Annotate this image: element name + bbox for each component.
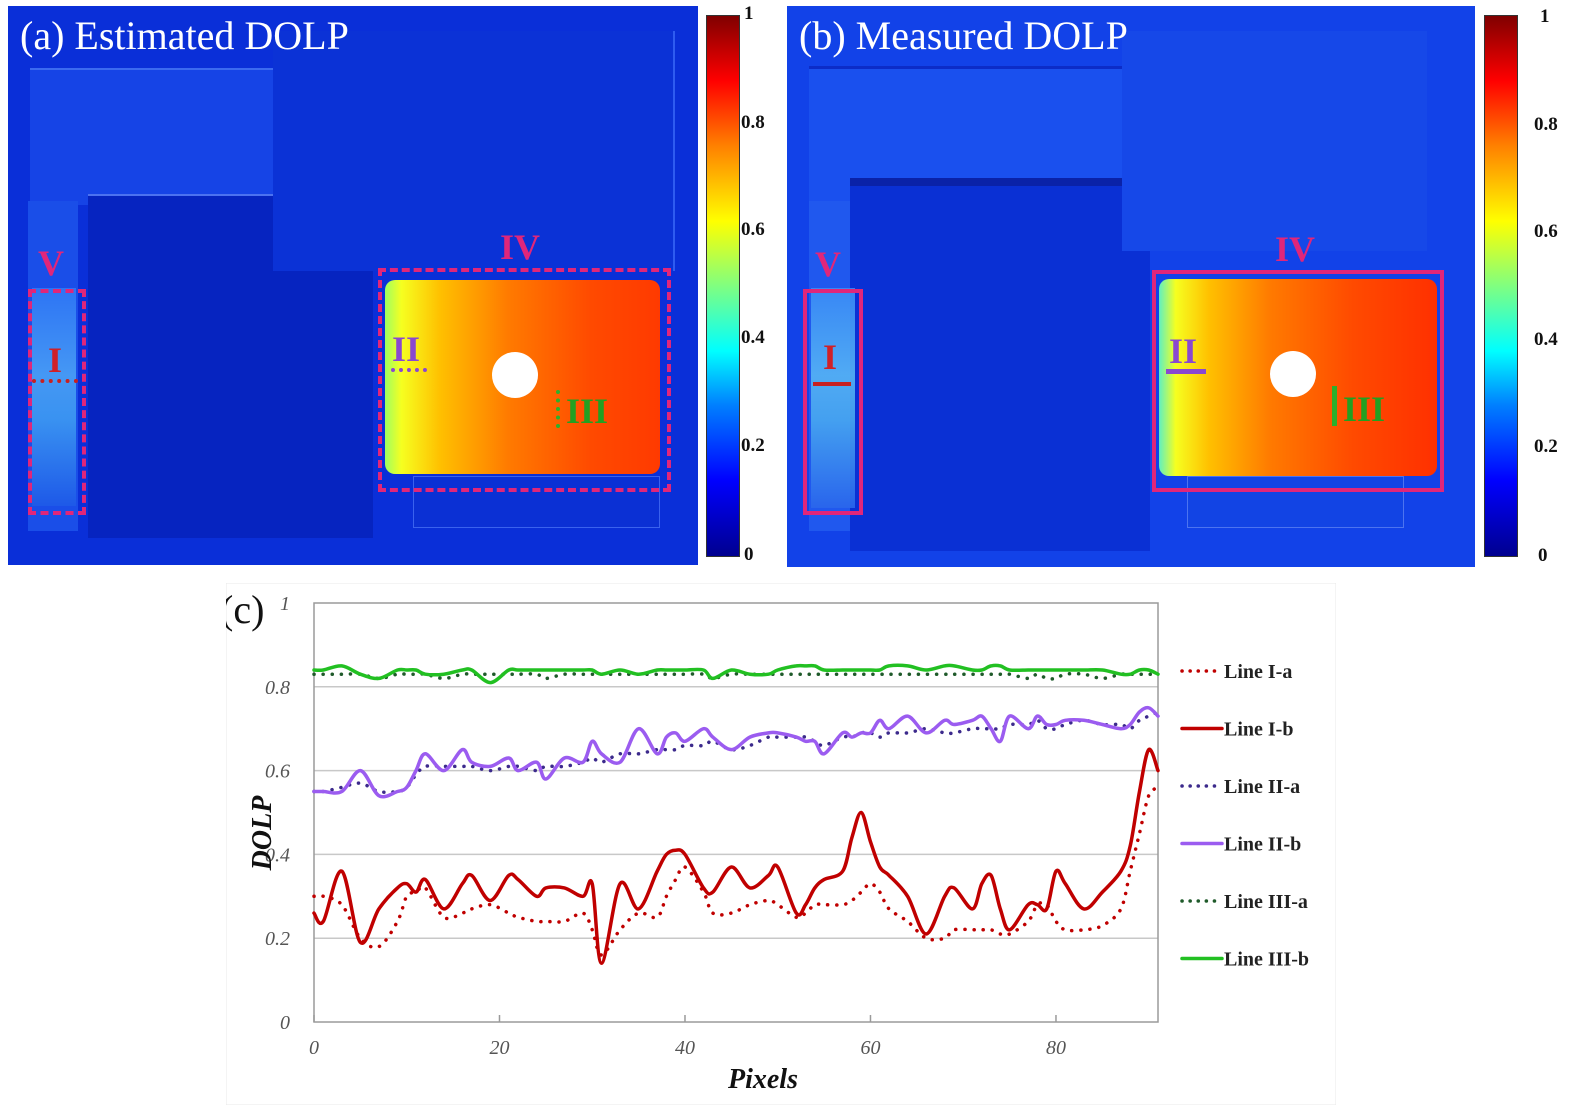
colorbar-a (706, 15, 740, 557)
panel-b-measured-dolp: V I IV II III (b) Measured DOLP (787, 6, 1475, 567)
region-IV-box (1152, 270, 1444, 492)
panel-b-title: (b) Measured DOLP (799, 13, 1128, 58)
colorbar-a-tick-0.4: 0.4 (741, 327, 765, 348)
series-line-line-ii-b (312, 705, 1160, 799)
region-label-II: II (1169, 331, 1198, 371)
axis-layer: 0 0.2 0.4 0.6 0.8 1 0 20 40 60 80 (265, 593, 1159, 1059)
series-layer (312, 663, 1160, 966)
legend-item-line-ii-a: Line II-a (1180, 776, 1300, 798)
scene-object-upper-right-board (273, 31, 675, 271)
region-label-I: I (823, 337, 838, 377)
legend-item-line-iii-b: Line III-b (1180, 949, 1309, 971)
line-III-marker-dotted (556, 390, 560, 428)
x-tick-label: 80 (1046, 1037, 1066, 1059)
line-III-marker-solid (1332, 386, 1337, 426)
colorbar-a-tick-0: 0 (744, 544, 754, 565)
region-V-noisy-area (32, 288, 76, 506)
region-V-noisy-area (811, 288, 855, 508)
y-axis-label: DOLP (247, 795, 278, 872)
colorbar-b-tick-0.4: 0.4 (1534, 329, 1558, 350)
colorbar-b (1484, 15, 1518, 557)
legend-item-line-ii-b: Line II-b (1180, 834, 1301, 856)
colorbar-b-tick-0: 0 (1538, 545, 1548, 566)
colorbar-b-tick-0.2: 0.2 (1534, 436, 1558, 457)
legend-label: Line III-b (1224, 949, 1309, 971)
colorbar-a-tick-1: 1 (744, 3, 754, 24)
colorbar-a-tick-0.2: 0.2 (741, 435, 765, 456)
plot-area-border (313, 602, 1159, 1023)
region-label-I: I (48, 340, 63, 380)
region-label-V: V (38, 243, 64, 283)
legend: Line I-a Line I-b Line II-a Line II-b Line I… (1180, 661, 1309, 971)
legend-label: Line I-a (1224, 661, 1292, 683)
legend-label: Line II-a (1224, 776, 1300, 798)
x-tick-label: 20 (489, 1037, 509, 1059)
x-tick-label: 60 (860, 1037, 880, 1059)
colorbar-b-tick-0.8: 0.8 (1534, 114, 1558, 135)
y-tick-label: 0.6 (265, 761, 290, 783)
legend-item-line-i-a: Line I-a (1180, 661, 1292, 683)
chart-panel-label: (c) (226, 587, 264, 632)
colorbar-b-tick-1: 1 (1540, 6, 1550, 27)
legend-label: Line I-b (1224, 719, 1293, 741)
white-disc (492, 352, 538, 398)
x-axis-label: Pixels (727, 1064, 798, 1095)
series-line-line-iii-b (312, 663, 1160, 685)
colorbar-a-tick-0.8: 0.8 (741, 112, 765, 133)
colorbar-a-tick-0.6: 0.6 (741, 219, 765, 240)
grid-layer (314, 686, 1158, 939)
panel-a-title: (a) Estimated DOLP (20, 13, 349, 58)
region-label-IV: IV (500, 227, 541, 267)
region-label-III: III (566, 391, 609, 431)
legend-item-line-iii-a: Line III-a (1180, 891, 1308, 913)
scene-object-upper-right-board (1122, 31, 1427, 251)
panel-a-estimated-dolp: V I IV II III (a) Estimated DOLP (8, 6, 698, 565)
line-I-marker-dotted (32, 379, 78, 383)
region-IV-box (378, 268, 671, 492)
y-tick-label: 0.8 (265, 677, 290, 699)
line-II-marker-dotted (391, 368, 427, 372)
chart-frame (225, 582, 1337, 1106)
region-label-IV: IV (1275, 229, 1316, 269)
line-II-marker-solid (1166, 369, 1206, 374)
series-line-line-i-b (312, 747, 1160, 966)
legend-item-line-i-b: Line I-b (1180, 719, 1293, 741)
scene-object-center-board (850, 178, 1150, 551)
legend-label: Line III-a (1224, 891, 1308, 913)
legend-label: Line II-b (1224, 834, 1301, 856)
y-tick-label: 0.4 (265, 844, 290, 866)
scene-object-lower-right-box (413, 476, 660, 528)
x-tick-label: 40 (675, 1037, 695, 1059)
region-label-III: III (1343, 389, 1386, 429)
colorbar-b-tick-0.6: 0.6 (1534, 221, 1558, 242)
line-I-marker-solid (813, 382, 851, 386)
series-line-line-i-a (312, 785, 1160, 957)
region-label-V: V (815, 244, 841, 284)
y-tick-label: 0.2 (265, 928, 290, 950)
region-V-box (28, 289, 86, 515)
scene-object-lower-right-box (1187, 476, 1404, 528)
white-disc (1270, 351, 1316, 397)
x-tick-label: 0 (309, 1037, 319, 1059)
region-V-box (803, 289, 863, 515)
y-tick-label: 0 (280, 1012, 290, 1034)
region-label-II: II (392, 329, 421, 369)
y-tick-label: 1 (280, 593, 290, 615)
